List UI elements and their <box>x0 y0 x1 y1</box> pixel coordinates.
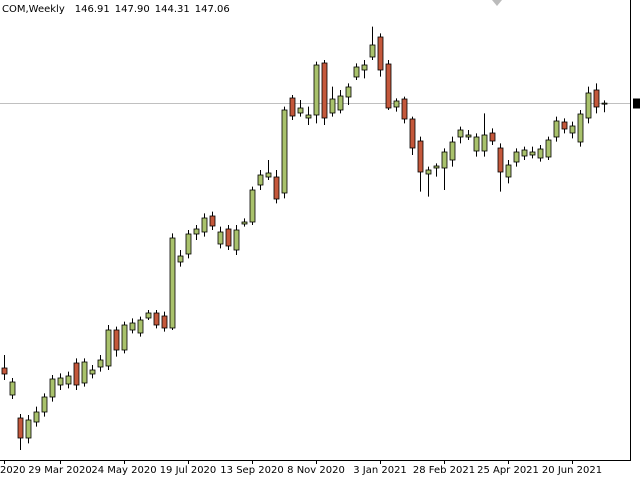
candle-body <box>177 255 184 263</box>
candle-body <box>185 233 192 255</box>
x-tick-label: 28 Feb 2021 <box>413 465 475 476</box>
candle-body <box>273 176 280 200</box>
candle-body <box>441 151 448 169</box>
candle-body <box>105 329 112 367</box>
candle-body <box>49 378 56 398</box>
candle-body <box>241 221 248 225</box>
x-tick-label: 3 Jan 2021 <box>353 465 407 476</box>
candle-body <box>137 319 144 334</box>
candle-body <box>537 148 544 159</box>
candle-body <box>353 66 360 78</box>
candle-body <box>449 141 456 161</box>
candle-body <box>561 121 568 130</box>
candle-body <box>577 113 584 143</box>
candle-body <box>401 98 408 120</box>
candle-body <box>585 92 592 119</box>
candle-body <box>25 419 32 439</box>
candle-body <box>97 359 104 368</box>
candle-body <box>9 381 16 396</box>
candle-body <box>41 396 48 413</box>
candle-body <box>465 134 472 138</box>
candle-body <box>169 237 176 329</box>
candle-body <box>201 217 208 233</box>
candle-body <box>257 174 264 186</box>
candle-body <box>297 107 304 114</box>
candle-body <box>17 417 24 439</box>
x-tick-label: 8 Nov 2020 <box>287 465 345 476</box>
candle-body <box>545 139 552 158</box>
x-tick-label: 19 Jul 2020 <box>160 465 217 476</box>
candle-body <box>305 114 312 119</box>
header-value: 144.31 <box>155 4 190 15</box>
candle-body <box>217 231 224 245</box>
chart-title: COM,Weekly <box>2 4 65 15</box>
candle-body <box>393 100 400 108</box>
candle-body <box>457 129 464 138</box>
candle-body <box>521 149 528 157</box>
candle-body <box>313 64 320 116</box>
candle-body <box>225 228 232 247</box>
candle-body <box>593 89 600 108</box>
x-tick-label: 2020 <box>0 465 25 476</box>
x-tick-label: 24 May 2020 <box>91 465 156 476</box>
candle-body <box>489 132 496 142</box>
header-value: 146.91 <box>75 4 110 15</box>
candle-body <box>529 151 536 156</box>
candle-body <box>321 62 328 119</box>
candle-body <box>385 63 392 109</box>
candle-body <box>417 140 424 173</box>
candle-body <box>209 215 216 227</box>
candle-body <box>265 172 272 178</box>
candle-body <box>153 312 160 326</box>
candle-body <box>145 312 152 319</box>
candle-body <box>409 118 416 149</box>
candle-body <box>473 136 480 152</box>
candle-body <box>497 147 504 173</box>
candle-body <box>337 95 344 111</box>
candle-body <box>129 322 136 331</box>
candle-body <box>57 377 64 386</box>
candle-body <box>81 361 88 384</box>
candle-body <box>281 109 288 194</box>
candle-body <box>329 98 336 114</box>
header-values: 146.91 147.90 144.31 147.06 <box>75 4 230 15</box>
candle-body <box>377 36 384 71</box>
candle-body <box>289 97 296 117</box>
shift-marker <box>492 0 502 6</box>
candle-body <box>361 64 368 71</box>
candle-body <box>1 367 8 375</box>
candle-body <box>345 86 352 98</box>
candle-body <box>33 411 40 423</box>
candle-body <box>73 362 80 386</box>
candle-body <box>193 228 200 235</box>
candle-body <box>553 120 560 138</box>
candle-body <box>425 169 432 175</box>
candle-body <box>513 151 520 163</box>
candle-body <box>121 324 128 351</box>
x-tick-label: 13 Sep 2020 <box>220 465 283 476</box>
candle-body <box>569 125 576 134</box>
candle-body <box>433 165 440 169</box>
candle-body <box>369 44 376 58</box>
header-value: 147.06 <box>195 4 230 15</box>
candle-body <box>601 102 608 105</box>
x-tick-label: 25 Apr 2021 <box>477 465 539 476</box>
price-marker <box>633 98 640 109</box>
candle-body <box>89 369 96 375</box>
candle-body <box>65 375 72 385</box>
candle-body <box>113 329 120 351</box>
header-value: 147.90 <box>115 4 150 15</box>
candle-body <box>161 315 168 329</box>
candle-body <box>505 164 512 178</box>
candle-body <box>481 134 488 152</box>
x-tick-label: 20 Jun 2021 <box>542 465 602 476</box>
candle-body <box>249 189 256 223</box>
candle-body <box>233 229 240 251</box>
x-tick-label: 29 Mar 2020 <box>28 465 91 476</box>
